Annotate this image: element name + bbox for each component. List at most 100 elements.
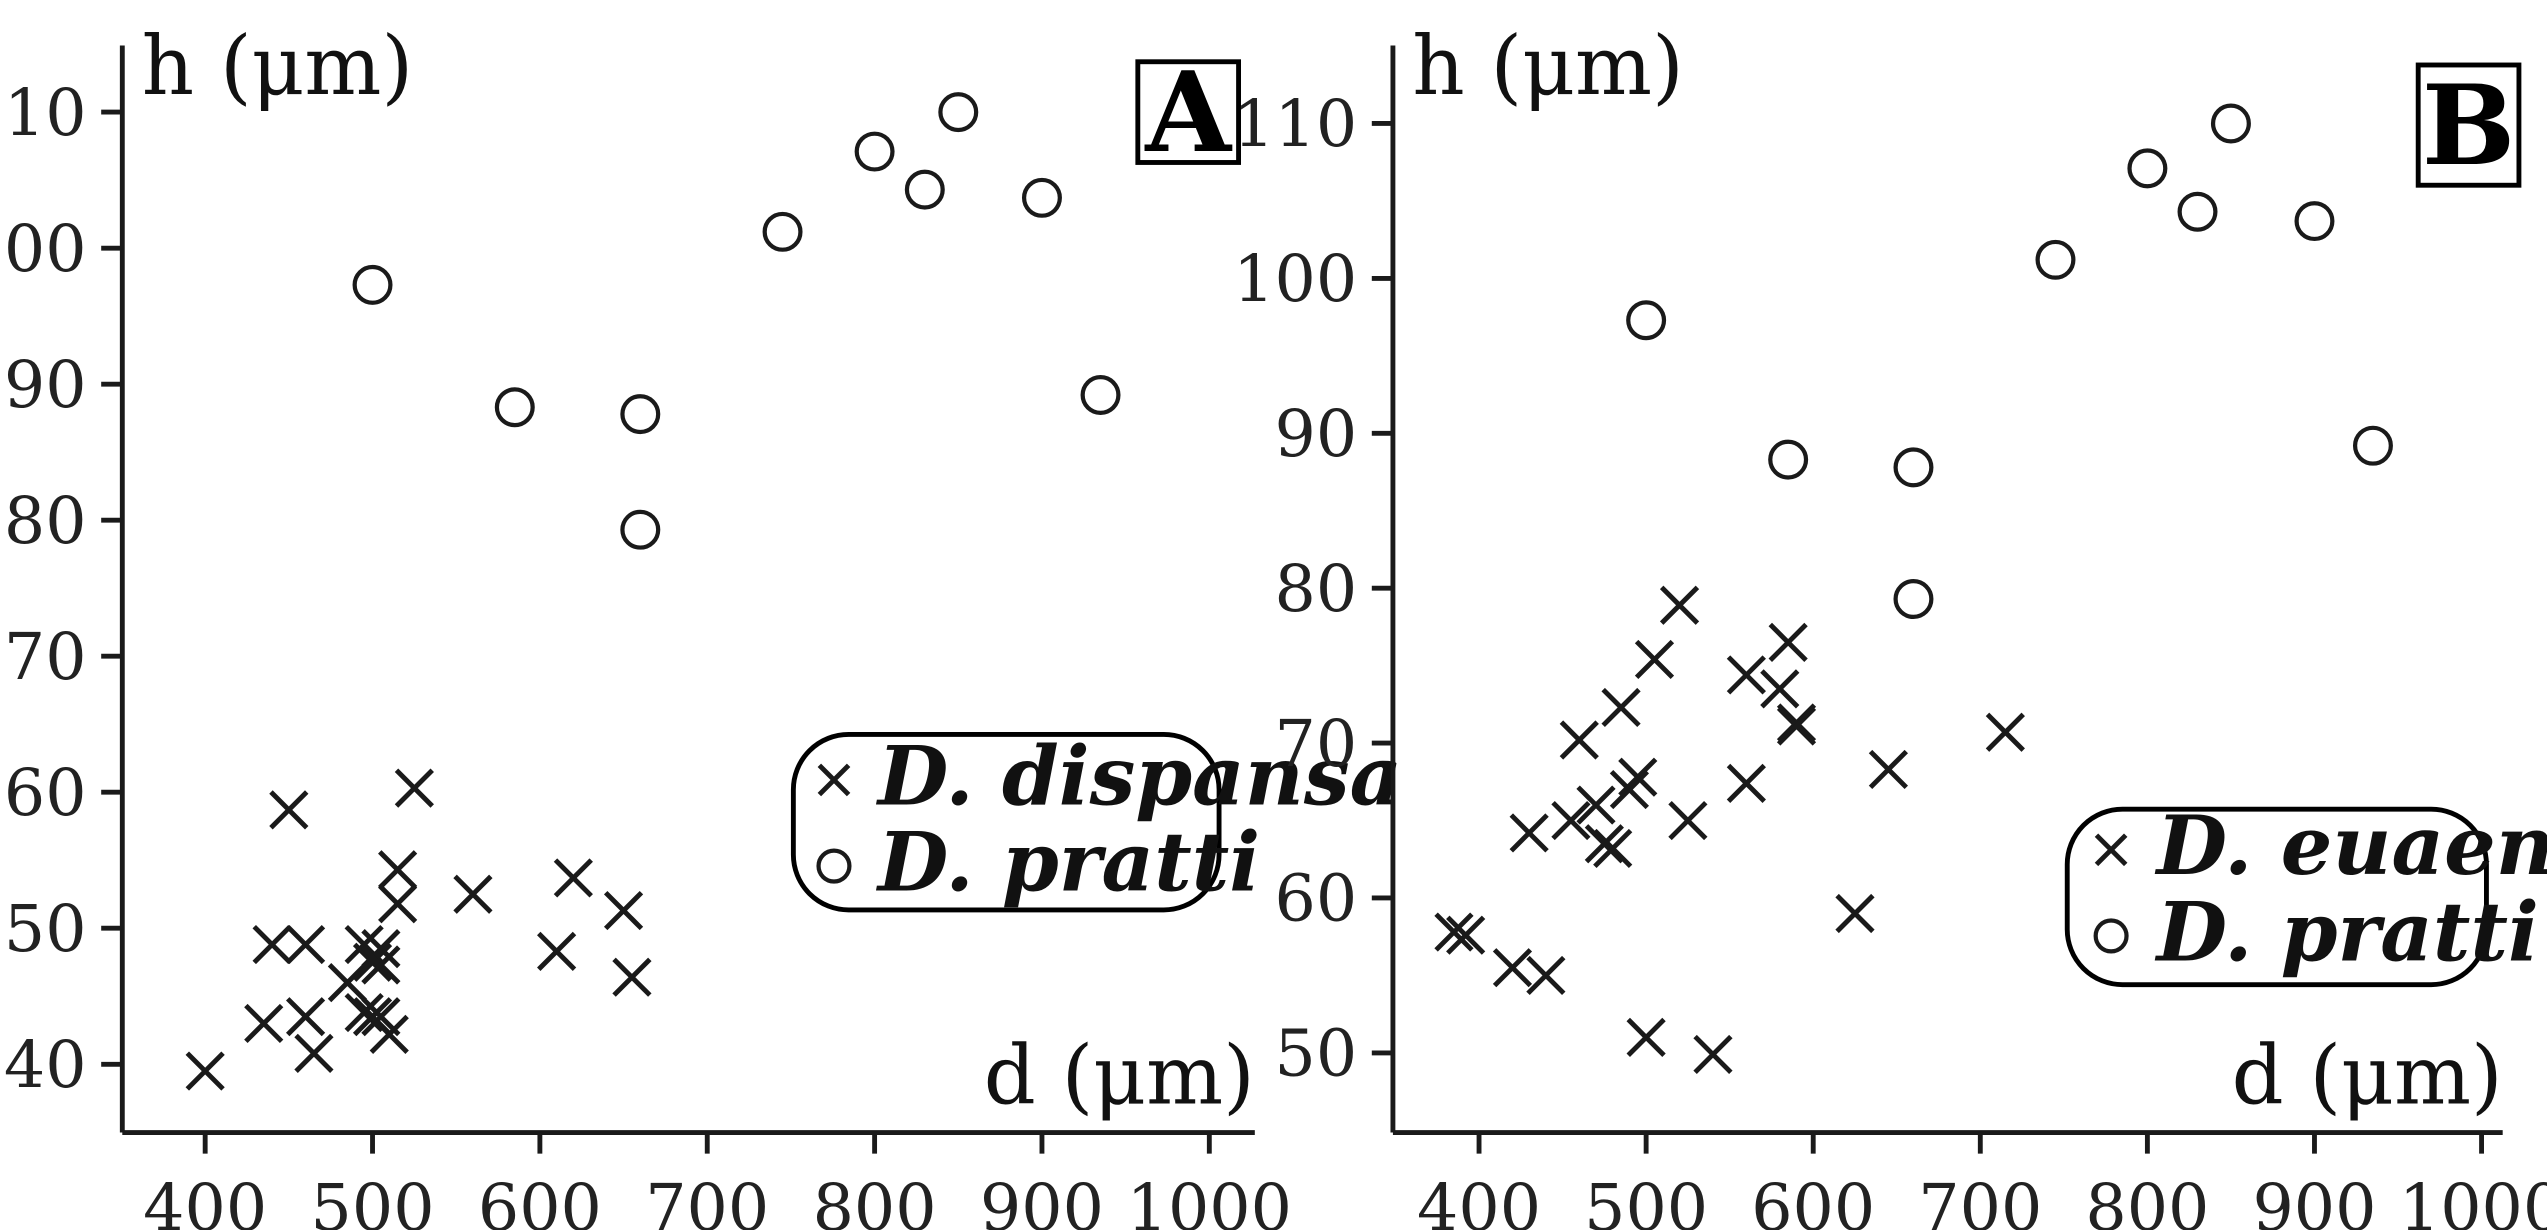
data-point-x [1509,813,1549,853]
data-point-x [285,997,326,1037]
legend-marker-x [817,763,851,797]
y-axis-title: h (μm) [1412,20,1683,114]
data-point-o [494,387,535,428]
data-point-o [1021,177,1062,218]
data-point-x [453,874,493,914]
panel-label-b: B [2415,61,2522,191]
data-point-x [1776,706,1817,746]
data-point-o [2035,239,2076,280]
data-point-x [1659,585,1700,625]
series-d-dispansa [185,768,652,1091]
x-tick-label: 700 [645,1171,769,1230]
data-point-x [1668,800,1708,841]
data-point-o [762,211,803,252]
data-point-x [294,1033,334,1073]
y-tick-label: 110 [0,76,87,151]
y-tick-label: 60 [4,756,87,831]
data-point-x [612,957,652,997]
data-point-o [620,394,661,435]
x-tick-label: 600 [478,1171,602,1230]
data-point-o [1080,375,1121,416]
data-point-x [252,924,292,965]
data-point-o [352,264,393,305]
data-point-x [378,884,418,924]
x-tick-label: 900 [2252,1171,2376,1230]
y-tick-label: 90 [4,348,87,423]
data-point-o [904,169,945,210]
legend-label: D. dispansa [876,729,1402,824]
data-point-x [1551,800,1591,841]
data-point-o [854,131,895,172]
data-point-o [1893,447,1934,488]
data-point-x [378,850,418,890]
data-point-x [1446,915,1486,955]
data-point-x [327,963,368,1003]
data-point-x [1868,749,1909,790]
y-tick-label: 70 [1274,707,1357,782]
panel-b: 400 500 600 700 800 900 1000 50 60 70 80 90 100 110 h … [1233,20,2547,1230]
data-point-x [1526,955,1566,996]
y-tick-label: 100 [1233,242,1357,317]
data-point-x [1576,785,1616,825]
legend-label: D. pratti [876,815,1260,910]
data-point-o [2352,425,2393,466]
data-point-x [1434,912,1474,952]
panel-label-text: B [2422,61,2515,191]
legend-marker-o [816,848,852,884]
legend-marker-x [2094,833,2128,867]
data-point-o [2177,191,2218,232]
series-d-pratti [1626,103,2393,620]
x-tick-label: 1000 [1127,1171,1292,1230]
x-tick-label: 800 [2085,1171,2209,1230]
panel-a: 400 500 600 700 800 900 1000 40 50 60 70 80 90 100 110… [0,20,1402,1230]
data-point-x [603,890,644,931]
data-point-o [1626,300,1667,341]
x-tick-label: 400 [143,1171,267,1230]
x-tick-label: 400 [1417,1171,1541,1230]
data-point-x [361,929,401,969]
y-tick-label: 40 [4,1028,87,1103]
data-point-x [1760,669,1800,709]
x-tick-label: 600 [1751,1171,1875,1230]
data-point-x [1618,757,1658,797]
x-tick-label: 900 [980,1171,1104,1230]
x-tick-label: 700 [1918,1171,2042,1230]
series-d-euaensis [1434,585,2025,1075]
data-point-x [1835,893,1875,934]
x-tick-label: 500 [1584,1171,1708,1230]
x-tick-label: 500 [311,1171,435,1230]
data-point-x [1584,824,1624,864]
data-point-x [537,931,577,971]
panel-label-text: A [1144,48,1232,178]
data-point-x [369,1014,409,1054]
data-point-o [2127,148,2168,189]
x-axis-title: d (μm) [2232,1029,2503,1123]
data-point-x [1626,1017,1666,1057]
y-tick-label: 60 [1274,862,1357,937]
data-point-x [1492,948,1533,988]
y-tick-label: 80 [4,484,87,559]
data-point-o [620,509,661,550]
data-point-x [553,858,593,898]
y-tick-label: 80 [1274,552,1357,627]
data-point-x [269,790,309,830]
data-point-x [185,1051,225,1091]
data-point-o [2210,103,2251,144]
panel-label-a: A [1135,48,1242,178]
legend-label: D. euaensis [2155,799,2547,894]
y-tick-label: 70 [4,620,87,695]
data-point-x [285,924,326,965]
data-point-o [938,92,979,133]
data-point-x [1726,655,1766,695]
series-d-pratti [352,92,1121,550]
y-tick-label: 110 [1233,87,1357,162]
data-point-o [1893,579,1934,620]
data-point-o [1768,439,1809,480]
x-tick-label: 1000 [2399,1171,2547,1230]
data-point-x [1985,712,2025,752]
data-point-o [2294,201,2335,242]
legend-marker-o [2093,918,2129,954]
data-point-x [1726,763,1766,803]
